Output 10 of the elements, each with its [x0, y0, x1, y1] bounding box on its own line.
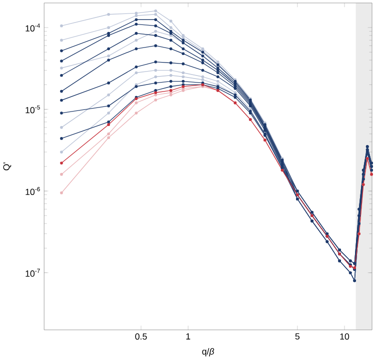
- y-tick-label: 10$^{-5}$: [26, 105, 40, 114]
- x-tick-label: 0.5: [135, 333, 147, 340]
- y-tick-label: 10$^{-4}$: [26, 23, 40, 32]
- y-tick-label: 10$^{-6}$: [26, 186, 40, 195]
- x-tick-label: 1: [186, 333, 190, 340]
- y-axis-title: Q': [3, 162, 12, 170]
- x-axis-title: q/β: [202, 348, 214, 356]
- x-tick-label: 10: [340, 333, 350, 340]
- y-tick-label: 10$^{-7}$: [26, 268, 40, 276]
- x-tick-label: 5: [295, 333, 300, 340]
